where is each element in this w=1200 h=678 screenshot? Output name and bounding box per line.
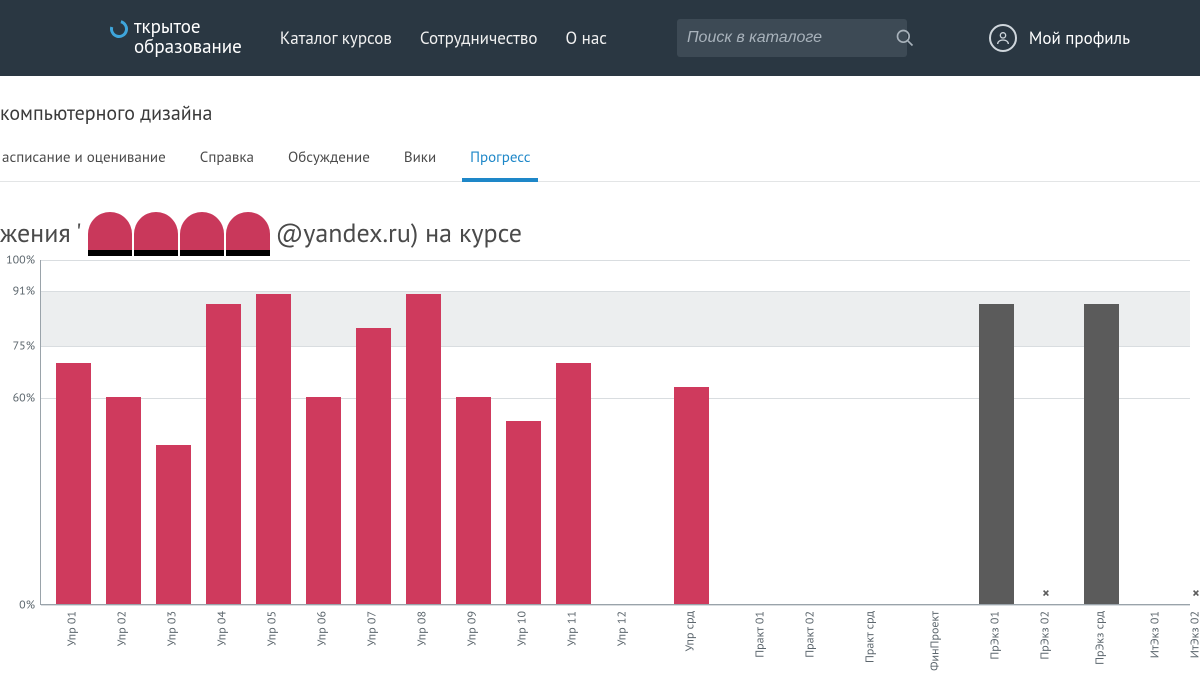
tab-асписание-и-оценивание[interactable]: асписание и оценивание (0, 138, 168, 181)
nav-catalog[interactable]: Каталог курсов (280, 27, 392, 49)
chart-bar (256, 294, 291, 605)
chart-plot-area: 0%60%75%91%100%×× (40, 260, 1190, 605)
chart-bar (456, 397, 491, 604)
tab-вики[interactable]: Вики (402, 138, 438, 181)
heading-prefix: жения ' (0, 217, 82, 250)
chart-ytick: 60% (13, 391, 41, 406)
chart-xlabel: Практ 01 (753, 611, 768, 658)
chart-xlabel: Упр 08 (415, 611, 430, 646)
chart-bar (206, 304, 241, 604)
course-tabs: асписание и оценивание Справка Обсуждение В… (0, 138, 1200, 182)
avatar-icon (989, 24, 1017, 52)
redaction-dot (226, 212, 270, 256)
chart-ytick: 100% (6, 253, 41, 268)
search-input[interactable] (687, 29, 895, 47)
chart-xlabel: Упр 09 (465, 611, 480, 646)
progress-heading: жения ' @yandex.ru) на курсе (0, 212, 1200, 250)
nav-about[interactable]: О нас (566, 27, 607, 49)
top-nav: ткрытое образование Каталог курсов Сотру… (0, 0, 1200, 76)
chart-bar (106, 397, 141, 604)
nav-partnership[interactable]: Сотрудничество (420, 27, 538, 49)
chart-xlabel: ПрЭкз срд (1093, 611, 1108, 665)
chart-x-labels: Упр 01 Упр 02 Упр 03 Упр 04 Упр 05 Упр 06 Упр … (40, 605, 1190, 660)
chart-xlabel: Упр 12 (615, 611, 630, 646)
chart-xlabel: Упр 06 (315, 611, 330, 646)
chart-bar (306, 397, 341, 604)
chart-xlabel: Упр 04 (215, 611, 230, 646)
chart-x-mark: × (1042, 584, 1049, 602)
catalog-search[interactable] (677, 19, 907, 57)
profile-label: Мой профиль (1029, 27, 1130, 49)
chart-gridline (41, 260, 1190, 261)
chart-xlabel: Упр 01 (65, 611, 80, 646)
chart-ytick: 91% (13, 284, 41, 299)
chart-xlabel: Упр 10 (515, 611, 530, 646)
site-logo[interactable]: ткрытое образование (110, 18, 242, 58)
course-subheader: компьютерного дизайна асписание и оценив… (0, 76, 1200, 182)
heading-suffix: @yandex.ru) на курсе (276, 217, 522, 250)
tab-обсуждение[interactable]: Обсуждение (286, 138, 372, 181)
chart-ytick: 75% (13, 339, 41, 354)
chart-bar (674, 387, 709, 604)
redaction-dot (134, 212, 178, 256)
chart-bar (356, 328, 391, 604)
chart-x-mark: × (1192, 584, 1199, 602)
logo-line2: образование (134, 38, 242, 58)
profile-menu[interactable]: Мой профиль (989, 24, 1130, 52)
chart-xlabel: Упр 02 (115, 611, 130, 646)
chart-xlabel: Практ срд (863, 611, 878, 663)
chart-xlabel: Упр 11 (565, 611, 580, 646)
chart-bar (556, 363, 591, 605)
chart-bar (1084, 304, 1119, 604)
chart-xlabel: Упр 05 (265, 611, 280, 646)
tab-справка[interactable]: Справка (198, 138, 256, 181)
chart-bar (156, 445, 191, 604)
chart-bar (506, 421, 541, 604)
tab-прогресс[interactable]: Прогресс (468, 138, 532, 181)
chart-ytick: 0% (19, 598, 41, 613)
chart-bar (979, 304, 1014, 604)
chart-xlabel: ПрЭкз 02 (1038, 611, 1053, 660)
search-icon[interactable] (895, 28, 915, 48)
chart-xlabel: Практ 02 (803, 611, 818, 658)
chart-xlabel: ИтЭкз 02 (1188, 611, 1200, 658)
chart-bar (56, 363, 91, 605)
logo-ring-icon (107, 17, 132, 42)
chart-xlabel: ФинПроект (928, 611, 943, 671)
chart-xlabel: Упр 03 (165, 611, 180, 646)
chart-xlabel: ИтЭкз 01 (1148, 611, 1163, 658)
course-title-fragment: компьютерного дизайна (0, 100, 1200, 138)
chart-xlabel: ПрЭкз 01 (988, 611, 1003, 660)
chart-bar (406, 294, 441, 605)
chart-xlabel: Упр срд (683, 611, 698, 651)
chart-xlabel: Упр 07 (365, 611, 380, 646)
chart-gridline (41, 291, 1190, 292)
progress-chart: 0%60%75%91%100%×× Упр 01Упр 02Упр 03Упр … (0, 260, 1200, 660)
redacted-username (88, 212, 270, 256)
redaction-dot (180, 212, 224, 256)
redaction-dot (88, 212, 132, 256)
